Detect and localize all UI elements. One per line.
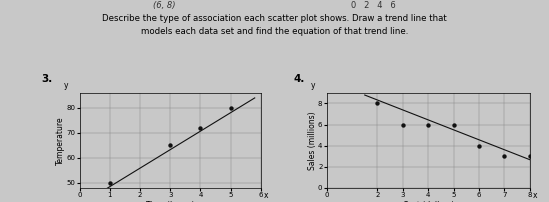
Point (399, 123, 407, 126)
Text: (6, 8): (6, 8) (154, 1, 176, 10)
Text: x: x (533, 191, 537, 200)
Text: y: y (311, 81, 316, 90)
Text: x: x (264, 191, 268, 200)
Point (424, 123, 433, 126)
Text: 0   2   4   6: 0 2 4 6 (351, 1, 396, 10)
Point (226, 106, 235, 109)
Point (373, 102, 382, 105)
Y-axis label: Temperature: Temperature (56, 116, 65, 165)
Point (449, 123, 458, 126)
X-axis label: Time (hours): Time (hours) (146, 201, 194, 202)
Text: 3.: 3. (41, 74, 52, 84)
Text: Describe the type of association each scatter plot shows. Draw a trend line that: Describe the type of association each sc… (102, 14, 447, 36)
Point (500, 155, 509, 158)
Text: y: y (64, 81, 69, 90)
Point (105, 181, 114, 184)
Point (196, 126, 205, 129)
X-axis label: Cost (dollars): Cost (dollars) (402, 201, 454, 202)
Point (166, 144, 175, 147)
Text: 4.: 4. (294, 74, 305, 84)
Point (474, 144, 483, 147)
Y-axis label: Sales (millions): Sales (millions) (307, 111, 317, 170)
Point (525, 155, 534, 158)
